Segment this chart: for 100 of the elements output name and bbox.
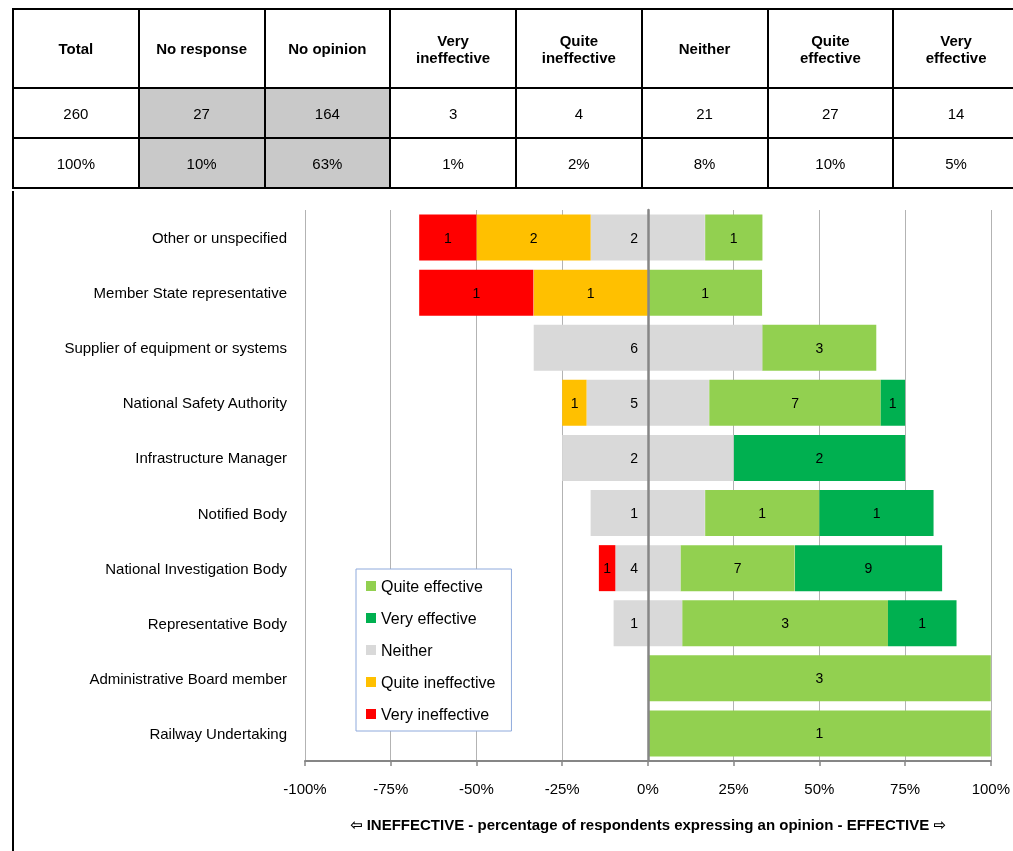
- annotation: 1: [586, 284, 595, 301]
- bar: [613, 600, 683, 647]
- annotation: 1: [918, 615, 927, 632]
- y-tick-label: Representative Body: [147, 614, 288, 632]
- annotation: 1: [758, 505, 767, 522]
- bar: [880, 379, 906, 426]
- category-label: Neither: [641, 9, 768, 88]
- annotation: 1: [729, 229, 738, 246]
- annotation: 5: [630, 394, 639, 411]
- annotation: 7: [791, 394, 800, 411]
- x-tick-label: 100%: [971, 780, 1011, 797]
- data-label: 14: [893, 88, 1013, 138]
- bar: [733, 434, 906, 481]
- annotation: 1: [630, 505, 639, 522]
- category-label: No opinion: [264, 9, 391, 88]
- bar: [647, 655, 991, 702]
- x-tick-label: 25%: [718, 780, 749, 797]
- category-label: Quite effective: [767, 9, 894, 88]
- bar: [680, 545, 795, 592]
- bar: [590, 214, 705, 261]
- annotation: 9: [864, 560, 873, 577]
- annotation: 2: [529, 229, 538, 246]
- bar: [709, 379, 881, 426]
- bar: [590, 490, 705, 537]
- bar: [598, 545, 616, 592]
- data-label: 5%: [893, 138, 1013, 188]
- data-label: 27: [767, 88, 894, 138]
- y-tick-label: Infrastructure Manager: [135, 449, 287, 467]
- annotation: 3: [815, 670, 824, 687]
- y-tick-label: Notified Body: [197, 504, 288, 522]
- data-label: 1%: [390, 138, 516, 188]
- data-label: 3: [390, 88, 516, 138]
- data-label: 2%: [516, 138, 642, 188]
- annotation: 1: [815, 725, 824, 742]
- x-tick-label: 75%: [890, 780, 921, 797]
- annotation: 1: [472, 284, 481, 301]
- legend-label: Very ineffective: [381, 705, 490, 723]
- category-label: Total: [13, 9, 139, 88]
- data-label: 8%: [641, 138, 768, 188]
- data-label: 10%: [138, 138, 265, 188]
- x-tick-label: 0%: [637, 780, 659, 797]
- bar: [705, 490, 820, 537]
- category-label: Quite ineffective: [516, 9, 642, 88]
- data-label: 4: [516, 88, 642, 138]
- annotation: 4: [630, 560, 639, 577]
- data-label: 260: [13, 88, 139, 138]
- bar: [615, 545, 681, 592]
- data-label: 10%: [767, 138, 894, 188]
- annotation: 1: [872, 505, 881, 522]
- bar: [562, 434, 734, 481]
- bar: [705, 214, 763, 261]
- y-tick-label: Member State representative: [93, 284, 287, 302]
- data-label: 27: [138, 88, 265, 138]
- category-label: Very ineffective: [390, 9, 516, 88]
- y-tick-label: National Investigation Body: [105, 559, 288, 577]
- x-tick-label: -50%: [458, 780, 494, 797]
- bar: [647, 269, 763, 316]
- annotation: 2: [815, 449, 824, 466]
- legend-label: Neither: [381, 641, 434, 659]
- annotation: 1: [630, 615, 639, 632]
- annotation: 1: [888, 394, 897, 411]
- bar: [682, 600, 888, 647]
- x-tick-label: -75%: [373, 780, 409, 797]
- bar: [533, 324, 763, 371]
- annotation: 3: [815, 339, 824, 356]
- y-tick-label: Supplier of equipment or systems: [64, 339, 287, 357]
- legend-label: Quite ineffective: [381, 673, 496, 691]
- bar: [476, 214, 591, 261]
- category-label: Very effective: [893, 9, 1013, 88]
- annotation: 3: [781, 615, 790, 632]
- bar: [419, 269, 534, 316]
- y-tick-label: Other or unspecified: [151, 229, 287, 247]
- data-label: 21: [641, 88, 768, 138]
- bar: [887, 600, 957, 647]
- y-tick-label: Administrative Board member: [89, 669, 287, 687]
- legend-label: Quite effective: [381, 577, 484, 595]
- annotation: 1: [603, 560, 612, 577]
- data-label: 164: [264, 88, 391, 138]
- annotation: 1: [570, 394, 579, 411]
- y-tick-label: National Safety Authority: [122, 394, 288, 412]
- bar: [762, 324, 877, 371]
- annotation: 7: [733, 560, 742, 577]
- category-label: No response: [138, 9, 265, 88]
- annotation: 1: [444, 229, 453, 246]
- x-tick-label: -25%: [544, 780, 580, 797]
- y-tick-label: Railway Undertaking: [149, 724, 287, 742]
- legend-label: Very effective: [381, 609, 477, 627]
- bar: [586, 379, 709, 426]
- bar: [795, 545, 943, 592]
- bar: [419, 214, 477, 261]
- bar: [647, 710, 991, 757]
- data-label: 63%: [264, 138, 391, 188]
- data-label: 100%: [13, 138, 139, 188]
- x-tick-label: 50%: [804, 780, 835, 797]
- x-tick-label: -100%: [283, 780, 327, 797]
- annotation: 6: [630, 339, 639, 356]
- bar: [533, 269, 648, 316]
- annotation: 2: [630, 229, 639, 246]
- annotation: 2: [630, 449, 639, 466]
- annotation: 1: [701, 284, 710, 301]
